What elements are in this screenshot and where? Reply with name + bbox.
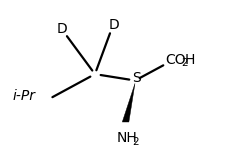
Text: NH: NH <box>116 131 137 145</box>
Text: 2: 2 <box>182 58 188 68</box>
Text: H: H <box>185 53 195 67</box>
Text: D: D <box>108 18 119 32</box>
Text: D: D <box>57 22 67 36</box>
Text: 2: 2 <box>133 137 139 147</box>
Text: S: S <box>132 71 141 85</box>
Text: CO: CO <box>166 53 186 67</box>
Text: i-Pr: i-Pr <box>13 90 36 104</box>
Polygon shape <box>122 83 135 122</box>
